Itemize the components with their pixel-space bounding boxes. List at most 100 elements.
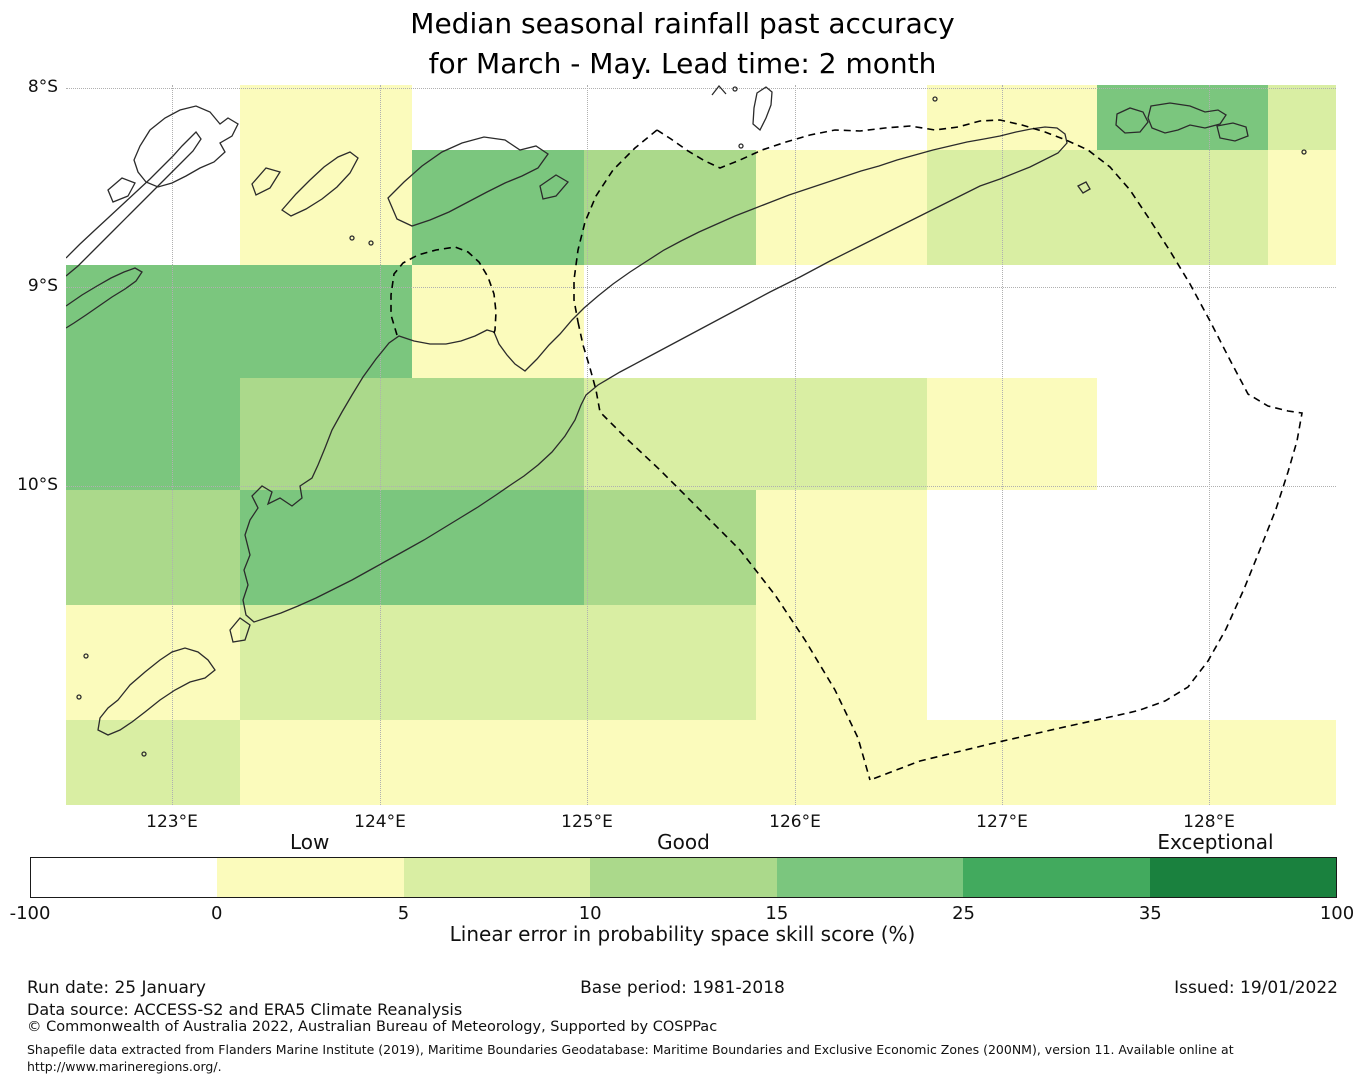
border-timor-leste bbox=[577, 321, 871, 781]
colorbar-tick-label: 0 bbox=[210, 903, 223, 924]
grid-cell bbox=[66, 85, 240, 150]
grid-cell bbox=[412, 490, 584, 605]
grid-cell bbox=[927, 490, 1097, 605]
colorbar-tick-label: -100 bbox=[9, 903, 51, 924]
lon-tick-label: 128°E bbox=[1183, 812, 1235, 832]
gridline-lon bbox=[1209, 85, 1210, 805]
grid-cell bbox=[927, 720, 1097, 805]
grid-cell bbox=[1268, 150, 1336, 265]
chart-title-line1: Median seasonal rainfall past accuracy bbox=[410, 7, 955, 40]
grid-cell bbox=[1268, 265, 1336, 378]
eez-boundary-west bbox=[573, 129, 658, 323]
islet-dot bbox=[83, 653, 89, 659]
chart-title: Median seasonal rainfall past accuracy f… bbox=[0, 4, 1365, 84]
grid-cell bbox=[1268, 720, 1336, 805]
grid-cell bbox=[240, 490, 412, 605]
grid-cell bbox=[927, 605, 1097, 720]
grid-cell bbox=[756, 490, 927, 605]
lat-tick-label: 10°S bbox=[17, 475, 58, 495]
grid-cell bbox=[756, 85, 927, 150]
grid-cell bbox=[240, 378, 412, 490]
grid-cell bbox=[1097, 720, 1268, 805]
islet-dot bbox=[349, 235, 355, 241]
coastline-pantar bbox=[281, 151, 359, 217]
coastline-wetar-east bbox=[1216, 122, 1249, 142]
coastline-lirang bbox=[1115, 107, 1149, 134]
grid-cell bbox=[927, 85, 1097, 150]
colorbar-segment-neg bbox=[31, 858, 218, 897]
lat-tick-label: 9°S bbox=[27, 276, 58, 296]
eez-boundaries bbox=[390, 119, 1303, 781]
coastline-wetar bbox=[1147, 102, 1227, 134]
grid-cell bbox=[1268, 85, 1336, 150]
coastline-kisar bbox=[1077, 181, 1091, 194]
coastline-timor bbox=[242, 126, 1068, 623]
grid-cell bbox=[412, 378, 584, 490]
grid-cell bbox=[66, 265, 240, 378]
issued-text: Issued: 19/01/2022 bbox=[1174, 978, 1338, 998]
colorbar-category-label: Low bbox=[289, 830, 330, 854]
coastline-atauro bbox=[752, 86, 773, 132]
grid-cell bbox=[66, 378, 240, 490]
grid-cell bbox=[584, 490, 756, 605]
colorbar-category-label: Good bbox=[657, 830, 710, 854]
lon-tick-label: 124°E bbox=[354, 812, 406, 832]
islet-dot bbox=[141, 751, 147, 757]
base-period-text: Base period: 1981-2018 bbox=[580, 978, 785, 998]
grid-cell bbox=[240, 720, 412, 805]
coastline-semau bbox=[229, 617, 251, 643]
grid-cell bbox=[756, 265, 927, 378]
shapefile-text: Shapefile data extracted from Flanders M… bbox=[27, 1042, 1234, 1057]
grid-cell bbox=[66, 150, 240, 265]
grid-cell bbox=[756, 378, 927, 490]
eez-boundary-main bbox=[656, 119, 1303, 781]
islet-dot bbox=[1301, 149, 1307, 155]
islet-dot bbox=[932, 96, 938, 102]
colorbar-tick-label: 5 bbox=[397, 903, 410, 924]
grid-cell bbox=[66, 605, 240, 720]
grid-cell bbox=[584, 720, 756, 805]
colorbar-tick-label: 15 bbox=[765, 903, 789, 924]
gridline-lon bbox=[172, 85, 173, 805]
grid-cell bbox=[927, 150, 1097, 265]
gridline-lon bbox=[1002, 85, 1003, 805]
gridline-lat bbox=[66, 88, 1336, 89]
colorbar-tick-label: 35 bbox=[1138, 903, 1162, 924]
coastlines bbox=[66, 85, 1307, 757]
grid-cell bbox=[240, 265, 412, 378]
coastline-alor-tip bbox=[539, 174, 570, 200]
islet-dot bbox=[738, 143, 744, 149]
grid-cell bbox=[412, 265, 584, 378]
colorbar-category-label: Exceptional bbox=[1157, 830, 1274, 854]
grid-cell bbox=[240, 605, 412, 720]
grid-cell bbox=[927, 265, 1097, 378]
coastline-flores-tip bbox=[66, 130, 202, 277]
grid-cell bbox=[756, 150, 927, 265]
grid-cell bbox=[412, 605, 584, 720]
grid-cell bbox=[584, 150, 756, 265]
data-source-text: Data source: ACCESS-S2 and ERA5 Climate … bbox=[27, 1000, 463, 1019]
colorbar-tick-label: 25 bbox=[952, 903, 976, 924]
coastline-lembata bbox=[133, 105, 239, 188]
grid-cell bbox=[1097, 605, 1268, 720]
grid-cell bbox=[1097, 378, 1268, 490]
grid-cell bbox=[927, 378, 1097, 490]
copyright-text: © Commonwealth of Australia 2022, Austra… bbox=[27, 1019, 718, 1035]
lon-tick-label: 127°E bbox=[976, 812, 1028, 832]
coastline-rote bbox=[97, 647, 216, 736]
grid-cell bbox=[66, 490, 240, 605]
grid-cell bbox=[1097, 265, 1268, 378]
lat-tick-label: 8°S bbox=[27, 77, 58, 97]
grid-cell bbox=[1268, 605, 1336, 720]
lon-tick-label: 126°E bbox=[769, 812, 821, 832]
colorbar-segment-35-100 bbox=[1149, 858, 1336, 897]
map-overlay bbox=[66, 85, 1307, 781]
coastline-alor bbox=[387, 136, 549, 227]
run-date-text: Run date: 25 January bbox=[27, 978, 206, 998]
colorbar-segment-25-35 bbox=[963, 858, 1150, 897]
grid-cell bbox=[1097, 490, 1268, 605]
colorbar bbox=[30, 857, 1337, 898]
colorbar-segment-15-25 bbox=[776, 858, 964, 897]
islet-dot bbox=[368, 240, 374, 246]
